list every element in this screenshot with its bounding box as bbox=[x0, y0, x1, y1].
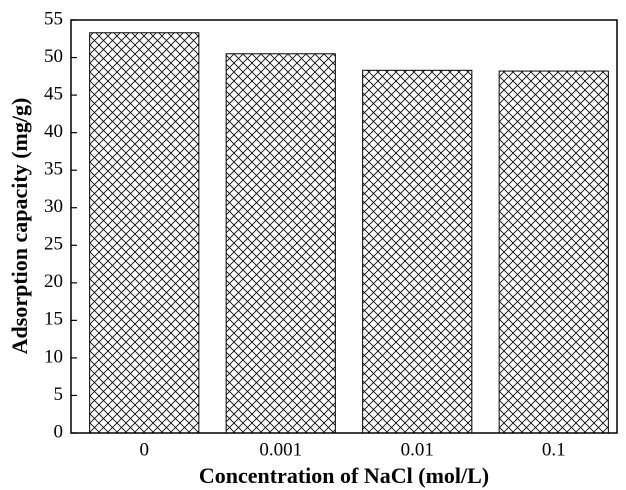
x-tick-label: 0.001 bbox=[259, 439, 302, 460]
y-tick-label: 0 bbox=[54, 421, 64, 442]
y-tick-label: 20 bbox=[44, 271, 63, 292]
x-tick-label: 0.1 bbox=[542, 439, 566, 460]
x-tick-label: 0 bbox=[140, 439, 150, 460]
y-tick-label: 30 bbox=[44, 196, 63, 217]
y-tick-label: 25 bbox=[44, 234, 63, 255]
x-axis-title: Concentration of NaCl (mol/L) bbox=[199, 463, 489, 488]
y-tick-label: 5 bbox=[54, 384, 64, 405]
x-tick-label: 0.01 bbox=[401, 439, 434, 460]
y-tick-label: 55 bbox=[44, 8, 63, 29]
y-axis-title: Adsorption capacity (mg/g) bbox=[7, 98, 32, 355]
y-tick-label: 10 bbox=[44, 346, 63, 367]
y-tick-label: 15 bbox=[44, 309, 63, 330]
plot-frame bbox=[70, 19, 618, 434]
bar bbox=[225, 53, 336, 434]
y-tick-label: 35 bbox=[44, 159, 63, 180]
y-tick-label: 50 bbox=[44, 46, 63, 67]
y-tick-label: 45 bbox=[44, 83, 63, 104]
bar bbox=[362, 69, 473, 434]
bar bbox=[89, 32, 200, 434]
bar bbox=[498, 70, 609, 434]
y-tick-label: 40 bbox=[44, 121, 63, 142]
